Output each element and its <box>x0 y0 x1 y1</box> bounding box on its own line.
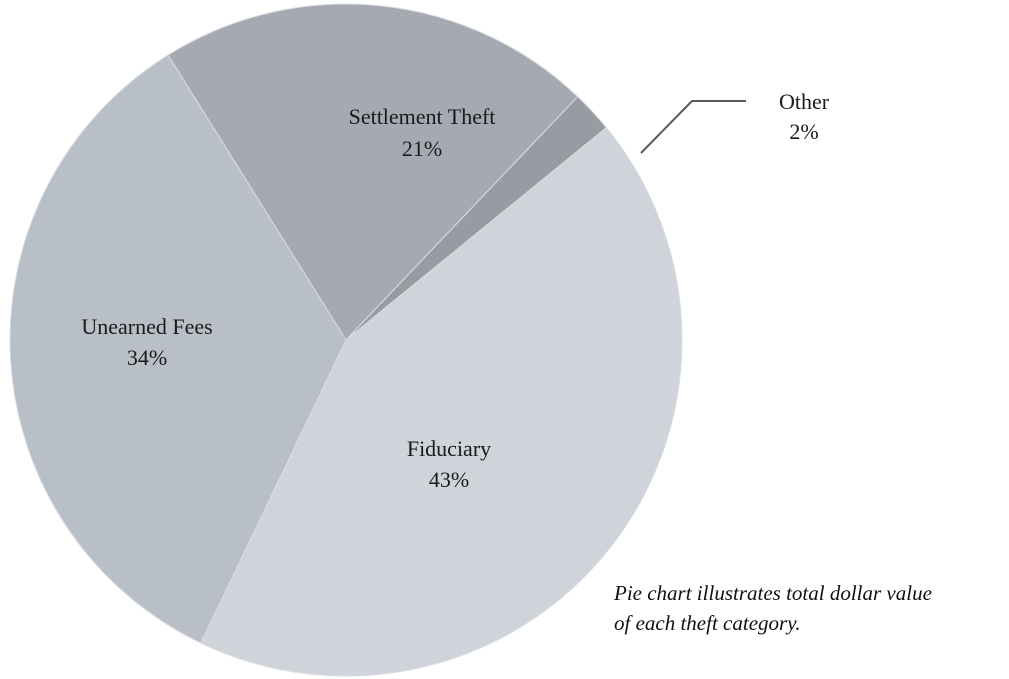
leader-line-other <box>640 100 746 154</box>
pie-slices <box>9 3 683 677</box>
chart-caption: Pie chart illustrates total dollar value… <box>614 578 1004 638</box>
caption-line-1: Pie chart illustrates total dollar value <box>614 581 932 605</box>
slice-value-unearned-fees: 34% <box>127 345 167 370</box>
slice-label-other: Other <box>779 89 830 114</box>
slice-value-settlement-theft: 21% <box>402 136 442 161</box>
pie-slice-fiduciary <box>200 126 683 677</box>
slice-label-unearned-fees: Unearned Fees <box>81 314 212 339</box>
pie-slice-settlement-theft <box>167 3 579 341</box>
slice-value-other: 2% <box>789 119 818 144</box>
pie-slice-unearned-fees <box>9 54 347 644</box>
slice-labels: Settlement Theft 21% Other 2% Fiduciary 43% Un… <box>81 89 829 492</box>
caption-line-2: of each theft category. <box>614 611 801 635</box>
slice-value-fiduciary: 43% <box>429 467 469 492</box>
slice-label-fiduciary: Fiduciary <box>407 436 491 461</box>
slice-label-settlement-theft: Settlement Theft <box>349 104 496 129</box>
leader-lines <box>640 100 746 154</box>
